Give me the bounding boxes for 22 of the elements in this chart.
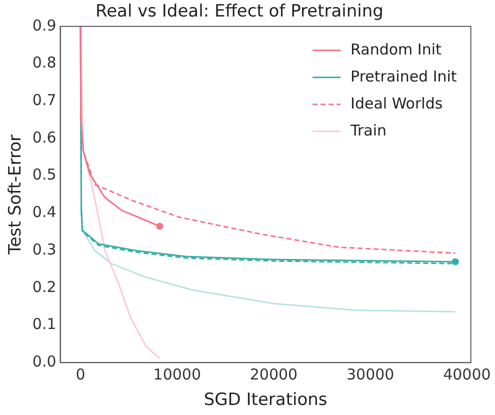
legend-label: Random Init [350,40,442,58]
y-tick-label: 0.8 [32,54,56,72]
y-tick-label: 0.2 [32,278,56,296]
y-tick-label: 0.9 [32,16,56,34]
x-axis-title: SGD Iterations [204,390,328,410]
y-tick-label: 0.1 [32,315,56,334]
x-tick-label: 30000 [346,365,394,384]
x-tick-label: 0 [76,365,86,384]
legend-label: Pretrained Init [350,67,457,86]
y-tick-label: 0.0 [32,352,56,370]
y-tick-label: 0.7 [32,91,56,109]
chart-title: Real vs Ideal: Effect of Pretraining [96,2,384,22]
y-tick-label: 0.6 [32,128,56,146]
x-tick-label: 40000 [443,365,491,384]
y-tick-label: 0.5 [32,166,56,184]
y-axis-title: Test Soft-Error [6,134,26,256]
x-tick-label: 20000 [250,365,298,384]
x-tick-label: 10000 [153,365,202,384]
y-tick-label: 0.4 [32,203,56,222]
legend-label: Train [350,121,387,140]
legend-label: Ideal Worlds [350,94,443,112]
y-tick-label: 0.3 [32,240,56,258]
